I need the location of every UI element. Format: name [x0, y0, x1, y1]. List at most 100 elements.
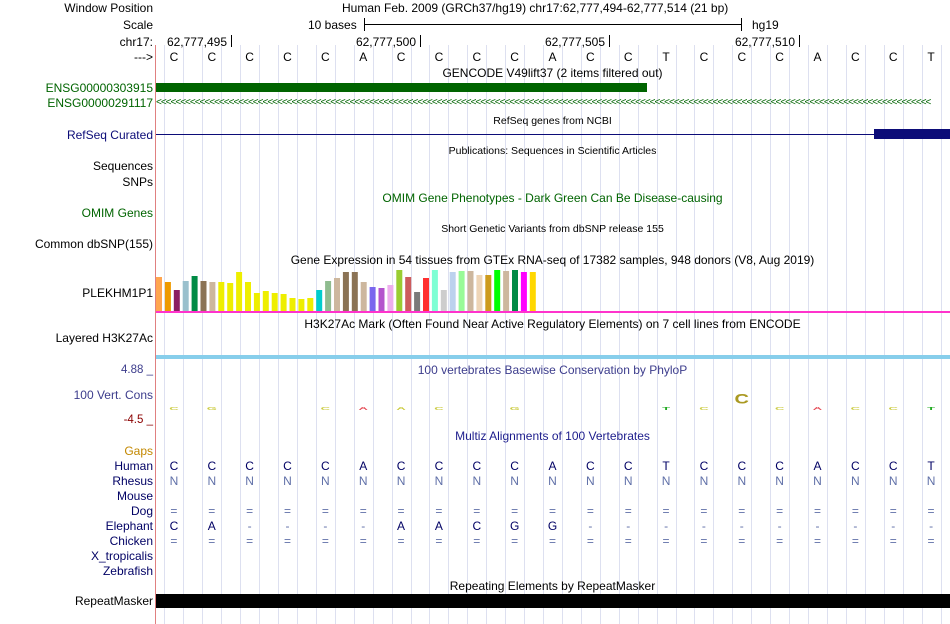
gtex-tissue-bar[interactable]	[271, 293, 278, 311]
omim-track-title[interactable]: OMIM Gene Phenotypes - Dark Green Can Be…	[382, 191, 723, 205]
gtex-tissue-bar[interactable]	[529, 272, 536, 311]
gtex-tissue-bar[interactable]	[369, 287, 376, 311]
dbsnp-track-title[interactable]: Short Genetic Variants from dbSNP releas…	[441, 223, 664, 235]
gtex-tissue-bar[interactable]	[396, 270, 403, 311]
h3k27ac-label[interactable]: Layered H3K27Ac	[55, 331, 153, 345]
gaps-label[interactable]: Gaps	[124, 444, 153, 458]
dbsnp-label[interactable]: Common dbSNP(155)	[34, 237, 153, 251]
gtex-tissue-bar[interactable]	[173, 290, 180, 311]
gtex-tissue-bar[interactable]	[494, 270, 501, 311]
multiz-track-title[interactable]: Multiz Alignments of 100 Vertebrates	[455, 429, 650, 443]
gtex-tissue-bar[interactable]	[334, 278, 340, 311]
alignment-base: =	[927, 504, 935, 518]
gtex-tissue-bar[interactable]	[253, 293, 260, 311]
species-label[interactable]: Rhesus	[112, 474, 153, 488]
species-label[interactable]: Chicken	[109, 534, 153, 548]
refseq-intron-line[interactable]	[156, 134, 874, 135]
gtex-tissue-bar[interactable]	[512, 270, 518, 311]
base-letter: A	[548, 50, 557, 64]
alignment-base: -	[247, 519, 252, 533]
species-label[interactable]: Mouse	[116, 489, 153, 503]
repeatmasker-track-title[interactable]: Repeating Elements by RepeatMasker	[449, 579, 656, 593]
gtex-tissue-bar[interactable]	[209, 282, 216, 311]
gtex-tissue-bar[interactable]	[191, 276, 198, 311]
repeatmasker-label[interactable]: RepeatMasker	[74, 594, 153, 608]
gtex-tissue-bar[interactable]	[298, 299, 305, 311]
alignment-base: C	[321, 459, 330, 473]
gtex-tissue-bar[interactable]	[280, 294, 287, 311]
gtex-tissue-bar[interactable]	[218, 282, 225, 311]
gtex-tissue-bar[interactable]	[236, 272, 243, 311]
gencode-item-bar-2[interactable]: <<<<<<<<<<<<<<<<<<<<<<<<<<<<<<<<<<<<<<<<…	[156, 97, 931, 108]
omim-label[interactable]: OMIM Genes	[81, 206, 153, 220]
gtex-expression-chart[interactable]	[156, 268, 950, 313]
gtex-tissue-bar[interactable]	[387, 285, 394, 311]
coordinate-tick	[609, 35, 610, 47]
gtex-tissue-bar[interactable]	[449, 272, 456, 311]
gtex-tissue-bar[interactable]	[503, 271, 510, 311]
gtex-tissue-bar[interactable]	[360, 282, 367, 311]
alignment-base: C	[207, 459, 217, 473]
gtex-tissue-bar[interactable]	[485, 275, 492, 311]
gtex-tissue-bar[interactable]	[431, 270, 438, 311]
coordinate-tick	[420, 35, 421, 47]
alignment-base: N	[623, 474, 633, 488]
species-label[interactable]: X_tropicalis	[90, 549, 153, 563]
alignment-base: C	[737, 459, 747, 473]
gtex-tissue-bar[interactable]	[200, 281, 207, 311]
gtex-track-title[interactable]: Gene Expression in 54 tissues from GTEx …	[290, 253, 815, 267]
gtex-tissue-bar[interactable]	[289, 298, 296, 311]
gtex-tissue-bar[interactable]	[378, 288, 385, 311]
alignment-base: =	[851, 534, 859, 548]
species-label[interactable]: Zebrafish	[102, 564, 153, 578]
gtex-tissue-bar[interactable]	[405, 277, 412, 311]
gtex-tissue-bar[interactable]	[467, 271, 474, 311]
sequences-label[interactable]: Sequences	[92, 159, 153, 173]
gtex-tissue-bar[interactable]	[476, 275, 483, 311]
scale-bar	[364, 24, 742, 25]
gtex-tissue-bar[interactable]	[245, 282, 251, 311]
gtex-tissue-bar[interactable]	[351, 272, 358, 311]
species-label[interactable]: Human	[114, 459, 153, 473]
alignment-base: =	[435, 504, 443, 518]
gencode-item-label-1[interactable]: ENSG00000303915	[45, 81, 153, 95]
alignment-base: =	[624, 504, 632, 518]
gtex-tissue-bar[interactable]	[316, 290, 323, 311]
refseq-label[interactable]: RefSeq Curated	[66, 128, 153, 142]
gtex-tissue-bar[interactable]	[342, 272, 349, 311]
publications-track-title[interactable]: Publications: Sequences in Scientific Ar…	[448, 145, 657, 157]
refseq-exon-bar[interactable]	[874, 129, 950, 139]
alignment-base: C	[775, 459, 784, 473]
h3k27ac-track-title[interactable]: H3K27Ac Mark (Often Found Near Active Re…	[304, 317, 801, 331]
gtex-tissue-bar[interactable]	[440, 290, 447, 311]
gencode-item-bar-1[interactable]	[156, 83, 647, 92]
refseq-track-title[interactable]: RefSeq genes from NCBI	[493, 115, 612, 127]
species-label[interactable]: Elephant	[105, 519, 153, 533]
gtex-tissue-bar[interactable]	[182, 281, 189, 311]
h3k27ac-signal[interactable]	[156, 355, 950, 359]
repeatmasker-element[interactable]	[156, 594, 950, 608]
gtex-tissue-bar[interactable]	[423, 278, 429, 311]
species-label[interactable]: Dog	[130, 504, 153, 518]
gtex-tissue-bar[interactable]	[156, 277, 162, 311]
alignment-base: N	[813, 474, 822, 488]
gtex-tissue-bar[interactable]	[325, 281, 332, 311]
gtex-tissue-bar[interactable]	[227, 283, 234, 311]
alignment-base: =	[700, 534, 708, 548]
gencode-item-label-2[interactable]: ENSG00000291117	[47, 96, 153, 110]
conservation-logo-glyph: G	[509, 405, 520, 411]
gtex-tissue-bar[interactable]	[164, 282, 171, 311]
gencode-track-title[interactable]: GENCODE V49lift37 (2 items filtered out)	[442, 66, 663, 80]
gtex-tissue-bar[interactable]	[262, 291, 269, 311]
alignment-base: =	[246, 504, 254, 518]
alignment-base: T	[927, 459, 935, 473]
conservation-label[interactable]: 100 Vert. Cons	[73, 388, 153, 402]
conservation-track-title[interactable]: 100 vertebrates Basewise Conservation by…	[417, 363, 688, 377]
gtex-tissue-bar[interactable]	[414, 292, 421, 311]
gtex-gene-label[interactable]: PLEKHM1P1	[82, 286, 153, 300]
base-letter: C	[510, 50, 519, 64]
gtex-tissue-bar[interactable]	[307, 298, 314, 311]
snps-label[interactable]: SNPs	[122, 175, 153, 189]
gtex-tissue-bar[interactable]	[458, 271, 465, 311]
gtex-tissue-bar[interactable]	[520, 272, 527, 311]
